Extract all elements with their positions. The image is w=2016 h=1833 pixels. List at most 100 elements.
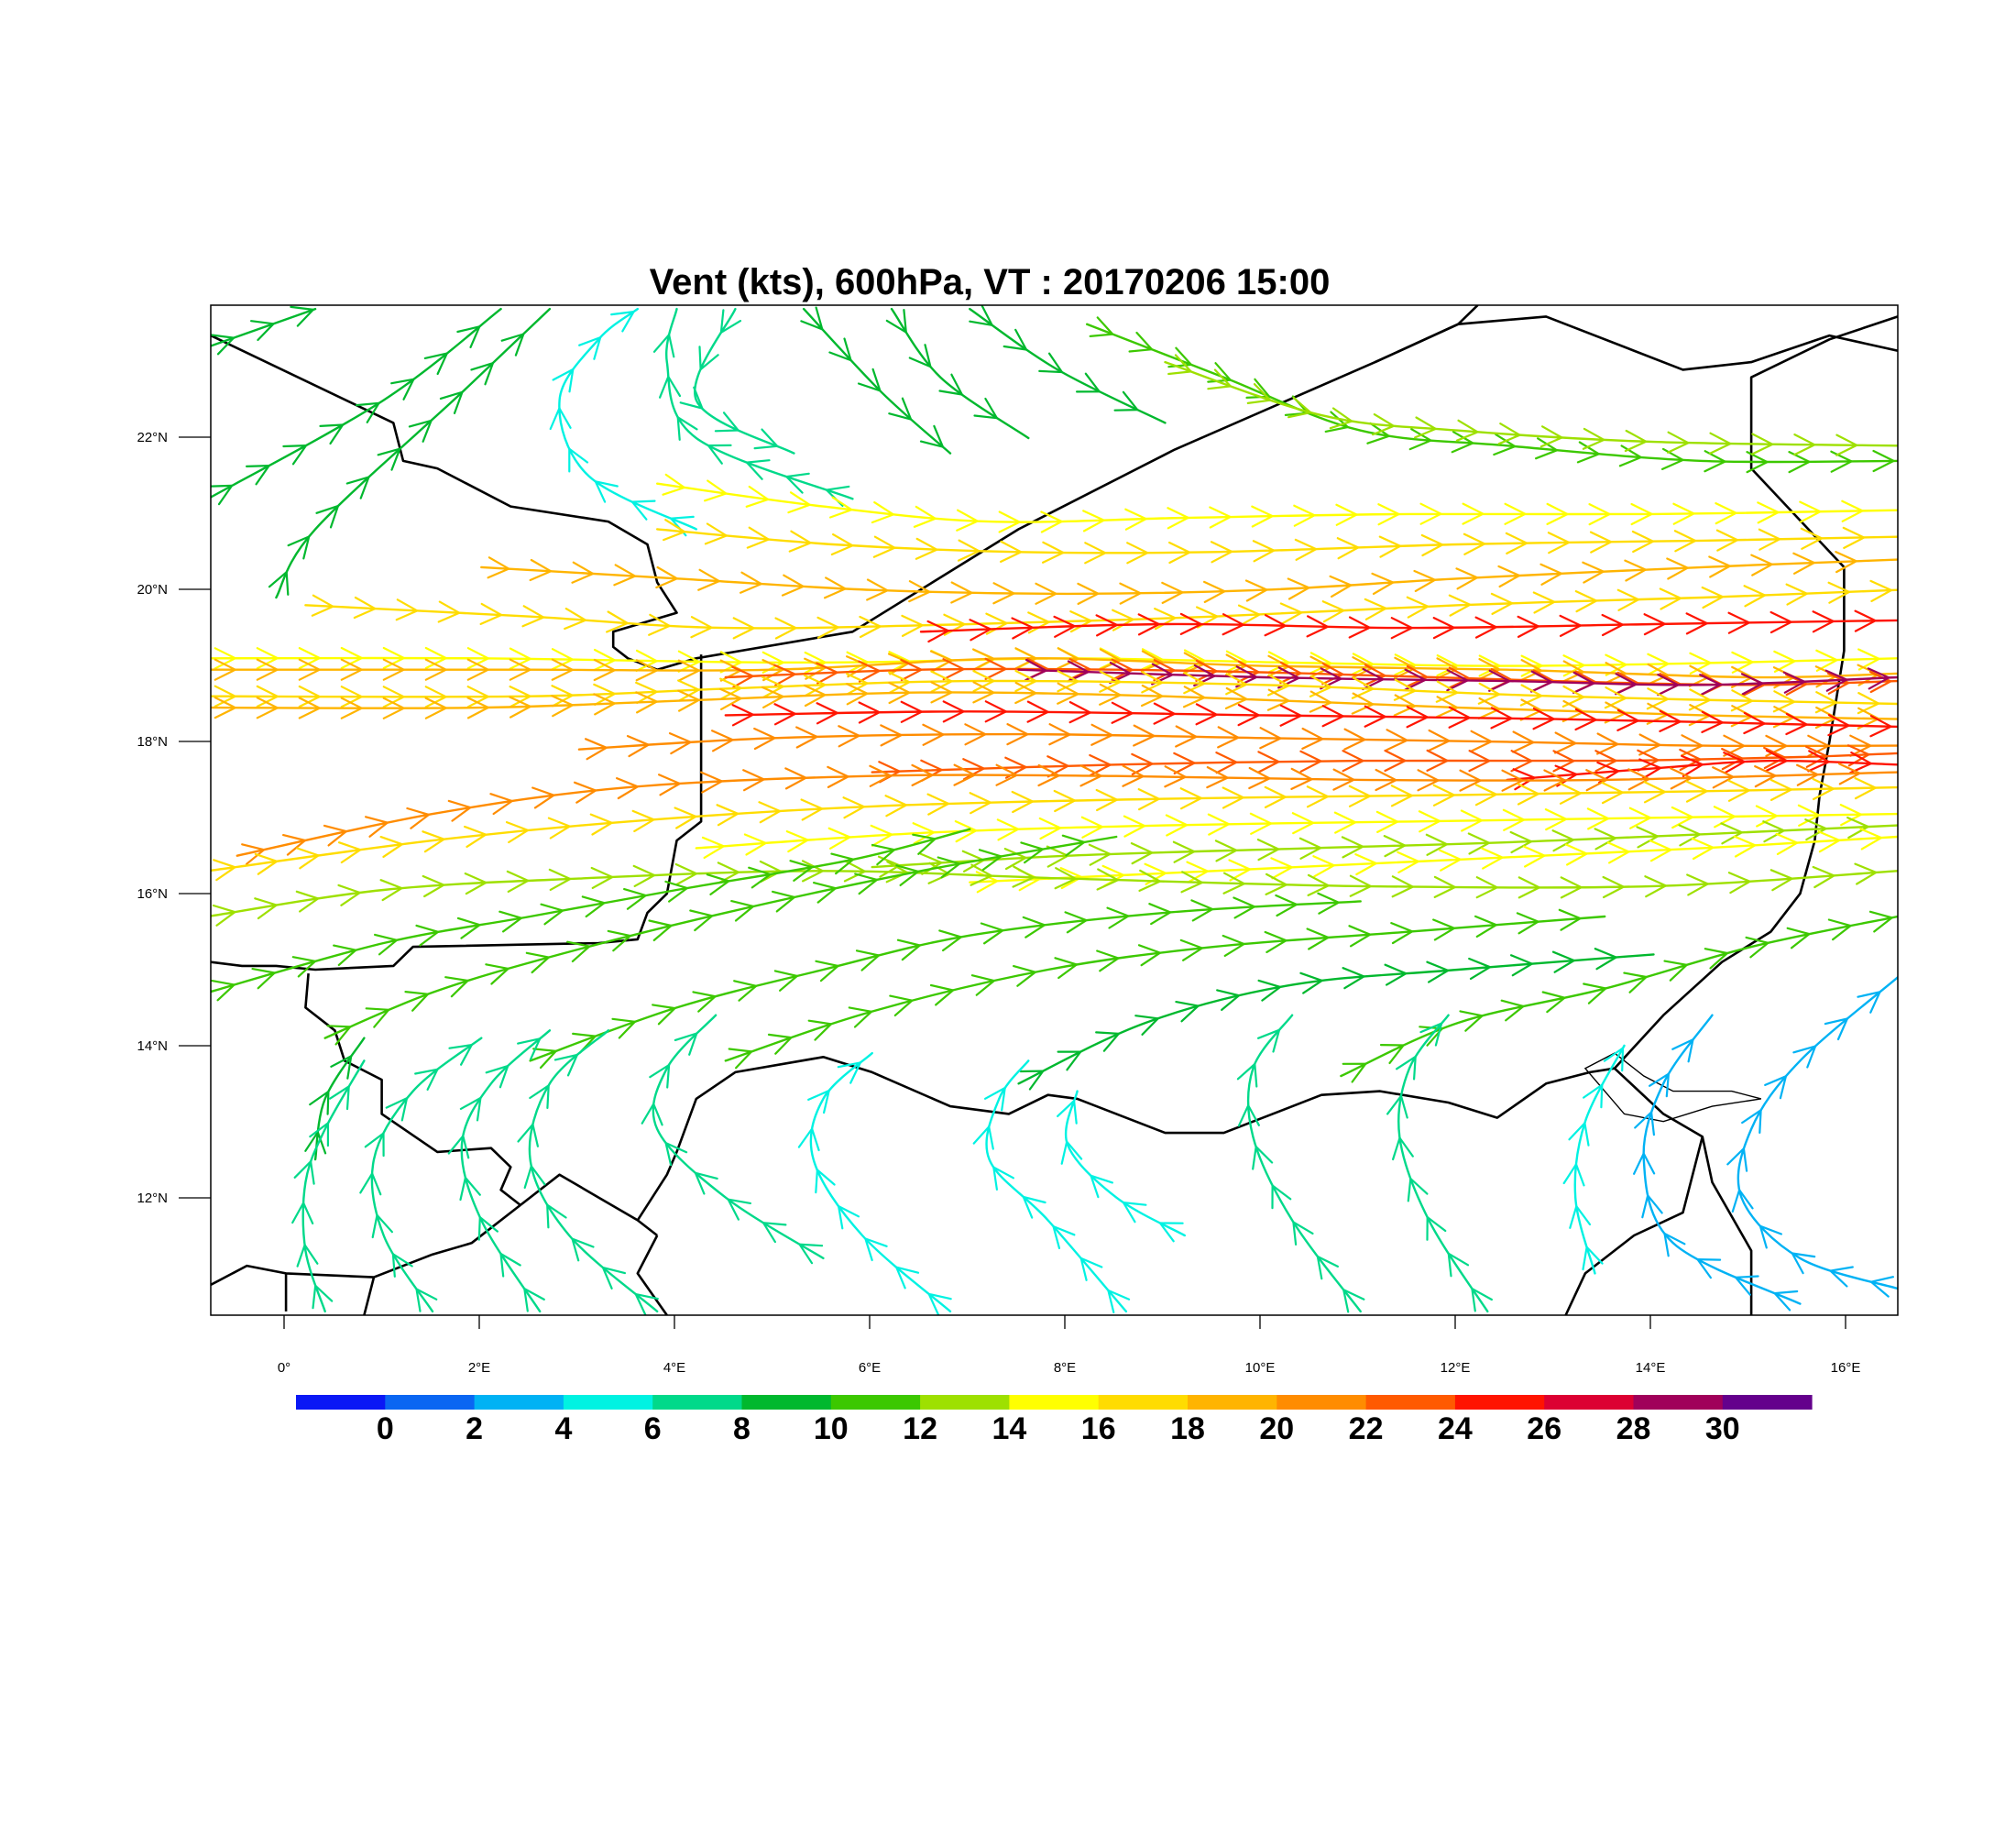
wind-arrowhead bbox=[701, 836, 725, 859]
wind-arrowhead bbox=[1602, 875, 1625, 899]
wind-arrowhead bbox=[1425, 833, 1449, 856]
wind-arrowhead bbox=[500, 333, 525, 357]
wind-arrowhead bbox=[353, 596, 377, 620]
wind-arrowhead bbox=[1096, 868, 1119, 891]
wind-arrowhead bbox=[1543, 769, 1566, 792]
wind-arrowhead bbox=[1096, 949, 1120, 972]
colorbar-label: 22 bbox=[1349, 1411, 1384, 1446]
border-algeria-mali bbox=[211, 305, 1479, 672]
streamline bbox=[885, 307, 1030, 440]
wind-arrowhead bbox=[1390, 617, 1413, 640]
wind-arrowhead bbox=[927, 1292, 952, 1315]
streamline bbox=[800, 306, 952, 455]
streamline-path bbox=[236, 771, 1898, 857]
wind-arrowhead bbox=[1868, 910, 1893, 933]
colorbar-swatch bbox=[741, 1395, 832, 1410]
streamline-path bbox=[1573, 1044, 1626, 1275]
streamline-path bbox=[1397, 1014, 1489, 1313]
wind-arrowhead bbox=[499, 910, 522, 933]
wind-arrowhead bbox=[1343, 728, 1366, 751]
wind-arrowhead bbox=[379, 836, 403, 858]
wind-arrowhead bbox=[1299, 971, 1323, 994]
streamline-path bbox=[211, 307, 502, 499]
wind-arrowhead bbox=[1500, 999, 1525, 1022]
wind-arrowhead bbox=[444, 976, 469, 998]
wind-arrowhead bbox=[456, 325, 481, 348]
wind-arrowhead bbox=[1068, 658, 1091, 681]
streamline bbox=[695, 804, 1898, 859]
wind-arrowhead bbox=[1535, 437, 1559, 460]
wind-arrowhead bbox=[1854, 862, 1878, 885]
wind-arrowhead bbox=[296, 1244, 319, 1268]
wind-arrowhead bbox=[1095, 788, 1118, 812]
wind-arrowhead bbox=[382, 697, 405, 719]
wind-arrowhead bbox=[1604, 662, 1627, 685]
wind-arrowhead bbox=[256, 647, 279, 670]
wind-arrowhead bbox=[1206, 766, 1229, 789]
wind-arrowhead bbox=[827, 827, 851, 850]
wind-arrowhead bbox=[1769, 610, 1792, 634]
wind-arrowhead bbox=[679, 386, 704, 410]
wind-arrowhead bbox=[1348, 616, 1371, 639]
wind-arrowhead bbox=[938, 373, 963, 396]
colorbar-label: 12 bbox=[903, 1411, 937, 1446]
wind-arrowhead bbox=[359, 1172, 382, 1196]
wind-arrowhead bbox=[571, 561, 595, 584]
wind-arrowhead bbox=[1095, 1031, 1120, 1052]
wind-arrowhead bbox=[1643, 613, 1666, 636]
wind-arrowhead bbox=[422, 830, 445, 853]
wind-arrowhead bbox=[1329, 407, 1353, 430]
wind-arrowhead bbox=[1455, 567, 1479, 590]
wind-arrowhead bbox=[1364, 664, 1386, 686]
wind-arrowhead bbox=[1512, 730, 1535, 753]
wind-arrowhead bbox=[1638, 733, 1661, 756]
wind-arrowhead bbox=[1678, 824, 1701, 847]
streamline-path bbox=[275, 307, 552, 599]
wind-arrowhead bbox=[1161, 581, 1184, 604]
wind-arrowhead bbox=[888, 671, 911, 694]
wind-arrowhead bbox=[540, 903, 564, 926]
wind-arrowhead bbox=[985, 612, 1008, 635]
streamline-path bbox=[890, 307, 1030, 440]
wind-arrowhead bbox=[414, 1068, 439, 1091]
wind-arrowhead bbox=[1606, 841, 1630, 864]
wind-arrowhead bbox=[816, 662, 838, 685]
wind-arrowhead bbox=[337, 841, 362, 864]
plot-area bbox=[211, 305, 1898, 1315]
wind-arrowhead bbox=[655, 565, 678, 589]
wind-arrowhead bbox=[1173, 752, 1196, 774]
wind-arrowhead bbox=[1393, 678, 1417, 701]
wind-arrowhead bbox=[784, 767, 807, 790]
wind-arrowhead bbox=[447, 799, 472, 822]
wind-arrowhead bbox=[1167, 354, 1192, 376]
wind-arrowhead bbox=[1826, 672, 1850, 695]
wind-arrowhead bbox=[689, 909, 714, 932]
wind-arrowhead bbox=[1554, 764, 1578, 787]
wind-arrowhead bbox=[1582, 561, 1605, 584]
wind-arrowhead bbox=[1107, 1289, 1131, 1313]
wind-arrowhead bbox=[1375, 768, 1397, 792]
colorbar-swatch bbox=[1009, 1395, 1100, 1410]
wind-arrowhead bbox=[1559, 614, 1582, 637]
wind-arrowhead bbox=[829, 496, 853, 519]
wind-arrowhead bbox=[1868, 671, 1892, 694]
wind-arrowhead bbox=[1569, 1205, 1592, 1229]
colorbar-swatch bbox=[1098, 1395, 1189, 1410]
wind-arrowhead bbox=[659, 375, 682, 399]
wind-arrowhead bbox=[254, 897, 278, 920]
wind-arrowhead bbox=[578, 336, 602, 360]
wind-arrowhead bbox=[1638, 758, 1662, 781]
wind-arrowhead bbox=[1447, 1252, 1470, 1278]
wind-arrowhead bbox=[719, 651, 742, 674]
wind-arrowhead bbox=[1733, 835, 1757, 858]
wind-arrowhead bbox=[827, 765, 849, 788]
wind-arrowhead bbox=[704, 479, 728, 502]
wind-arrowhead bbox=[842, 796, 866, 819]
wind-arrowhead bbox=[1088, 843, 1112, 866]
wind-arrowhead bbox=[1740, 673, 1764, 696]
wind-arrowhead bbox=[214, 647, 236, 670]
wind-arrowhead bbox=[1042, 541, 1065, 564]
wind-arrowhead bbox=[1222, 872, 1245, 895]
border-benin-nigeria bbox=[636, 1235, 668, 1315]
map-background bbox=[211, 305, 1898, 1315]
